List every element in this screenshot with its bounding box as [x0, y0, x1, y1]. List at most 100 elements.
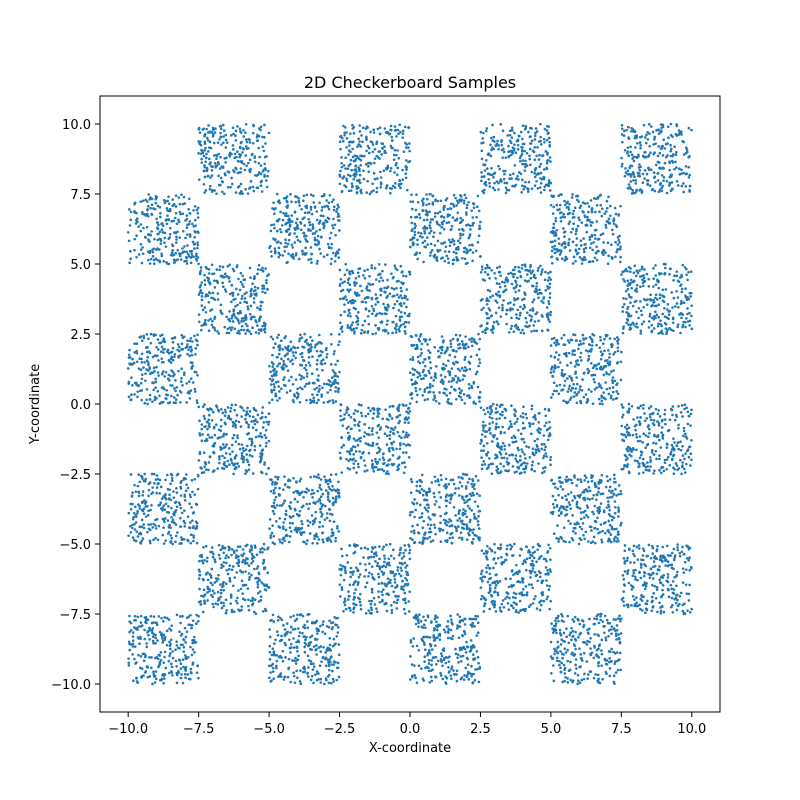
- scatter-point: [425, 213, 429, 217]
- scatter-point: [365, 191, 369, 194]
- scatter-point: [156, 247, 159, 250]
- scatter-point: [311, 355, 314, 358]
- scatter-point: [418, 234, 422, 238]
- scatter-point: [450, 224, 454, 228]
- scatter-point: [450, 379, 454, 383]
- scatter-point: [278, 538, 281, 541]
- scatter-point: [168, 209, 172, 213]
- scatter-point: [313, 537, 316, 540]
- scatter-point: [222, 564, 225, 568]
- scatter-point: [351, 321, 355, 324]
- scatter-point: [195, 503, 199, 506]
- scatter-point: [235, 167, 238, 171]
- scatter-point: [330, 534, 333, 538]
- scatter-point: [319, 214, 323, 217]
- scatter-point: [144, 198, 148, 202]
- scatter-point: [412, 236, 416, 240]
- scatter-point: [183, 521, 187, 525]
- scatter-point: [144, 379, 147, 383]
- scatter-point: [329, 363, 333, 366]
- scatter-point: [249, 599, 253, 602]
- scatter-point: [304, 234, 308, 238]
- scatter-point: [443, 241, 447, 244]
- scatter-point: [175, 505, 179, 509]
- scatter-point: [470, 509, 474, 512]
- scatter-point: [177, 355, 180, 358]
- scatter-point: [349, 575, 352, 579]
- scatter-point: [393, 186, 397, 189]
- scatter-point: [366, 268, 369, 271]
- scatter-point: [211, 589, 215, 593]
- scatter-point: [419, 354, 422, 357]
- scatter-point: [359, 436, 362, 440]
- scatter-point: [134, 539, 138, 543]
- scatter-point: [383, 557, 387, 560]
- scatter-point: [219, 425, 223, 428]
- scatter-point: [377, 412, 381, 415]
- scatter-point: [408, 545, 411, 548]
- scatter-point: [422, 377, 425, 380]
- scatter-point: [195, 252, 198, 256]
- scatter-point: [447, 397, 450, 401]
- scatter-point: [313, 345, 317, 349]
- scatter-point: [224, 433, 228, 436]
- scatter-point: [209, 576, 213, 579]
- scatter-point: [147, 258, 150, 262]
- scatter-point: [443, 375, 447, 379]
- scatter-point: [467, 394, 471, 397]
- scatter-point: [301, 252, 305, 256]
- scatter-point: [196, 373, 199, 377]
- scatter-point: [198, 131, 202, 134]
- scatter-point: [232, 422, 235, 426]
- scatter-point: [408, 548, 412, 552]
- scatter-point: [276, 618, 280, 622]
- scatter-point: [270, 531, 274, 535]
- scatter-point: [270, 618, 273, 622]
- scatter-point: [322, 401, 326, 404]
- scatter-point: [409, 200, 412, 203]
- scatter-point: [267, 467, 270, 470]
- scatter-point: [167, 218, 171, 222]
- scatter-point: [249, 167, 252, 171]
- scatter-point: [270, 653, 274, 657]
- scatter-point: [209, 161, 212, 164]
- scatter-point: [422, 368, 425, 372]
- scatter-point: [190, 671, 193, 675]
- scatter-point: [321, 525, 325, 528]
- scatter-point: [358, 600, 362, 604]
- scatter-point: [130, 494, 134, 498]
- scatter-point: [429, 221, 432, 224]
- scatter-point: [418, 387, 422, 391]
- scatter-point: [129, 210, 133, 214]
- scatter-point: [272, 512, 276, 516]
- scatter-point: [358, 130, 362, 133]
- scatter-point: [307, 227, 310, 231]
- scatter-point: [287, 252, 290, 256]
- scatter-point: [284, 509, 288, 513]
- scatter-point: [254, 576, 257, 580]
- scatter-point: [282, 378, 285, 382]
- scatter-point: [403, 311, 407, 315]
- scatter-point: [267, 412, 271, 416]
- scatter-point: [307, 675, 310, 678]
- scatter-point: [478, 337, 482, 341]
- scatter-point: [416, 257, 419, 261]
- scatter-point: [476, 194, 480, 198]
- scatter-point: [352, 327, 356, 331]
- scatter-point: [285, 245, 288, 248]
- scatter-point: [458, 387, 461, 390]
- scatter-point: [472, 493, 475, 497]
- scatter-point: [152, 333, 155, 336]
- scatter-point: [247, 147, 250, 150]
- scatter-point: [305, 542, 308, 546]
- scatter-point: [171, 370, 175, 374]
- scatter-point: [163, 241, 166, 244]
- scatter-point: [403, 612, 407, 615]
- scatter-point: [282, 521, 285, 524]
- scatter-point: [288, 515, 292, 518]
- scatter-point: [286, 214, 290, 218]
- scatter-point: [177, 349, 181, 353]
- scatter-point: [225, 554, 228, 557]
- scatter-point: [461, 233, 465, 236]
- scatter-point: [133, 210, 136, 213]
